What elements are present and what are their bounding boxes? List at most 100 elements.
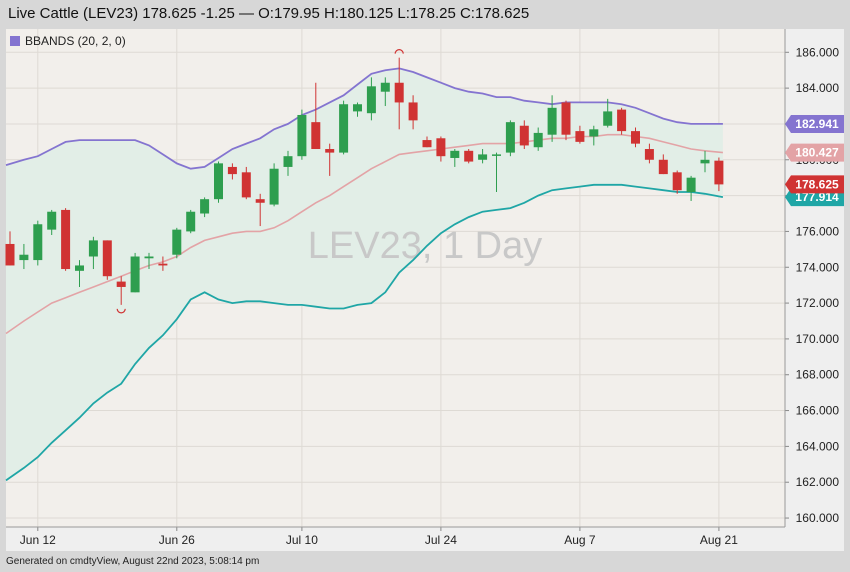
candle bbox=[561, 100, 571, 141]
candle bbox=[547, 95, 557, 142]
candle-body bbox=[617, 109, 627, 132]
candle-body bbox=[283, 156, 293, 167]
candle-body bbox=[631, 131, 640, 144]
price-tick-label: 172.000 bbox=[796, 296, 840, 310]
low-marker bbox=[116, 308, 126, 314]
candle bbox=[5, 231, 15, 266]
candle bbox=[492, 152, 501, 193]
candle-body bbox=[353, 104, 362, 112]
candle bbox=[700, 150, 710, 173]
footer-note: Generated on cmdtyView, August 22nd 2023… bbox=[6, 556, 260, 567]
price-tick-label: 170.000 bbox=[796, 332, 840, 346]
candle bbox=[464, 149, 474, 164]
last-value-text: 178.625 bbox=[795, 177, 839, 191]
candle-body bbox=[339, 104, 349, 153]
candle-body bbox=[492, 154, 501, 156]
candle bbox=[353, 102, 362, 117]
candle-body bbox=[464, 150, 474, 162]
candle bbox=[325, 143, 335, 176]
candle-body bbox=[33, 224, 43, 261]
candle-body bbox=[116, 281, 126, 287]
price-tick-label: 168.000 bbox=[796, 368, 840, 382]
candle-body bbox=[700, 159, 710, 164]
candle-body bbox=[589, 129, 599, 137]
last-value-middle: 180.427 bbox=[785, 143, 844, 162]
candle bbox=[311, 82, 321, 150]
time-tick-label: Jun 12 bbox=[20, 533, 56, 547]
candle bbox=[408, 95, 418, 130]
candle bbox=[116, 276, 126, 305]
price-tick-label: 174.000 bbox=[796, 260, 840, 274]
candle-body bbox=[241, 172, 251, 198]
candle-body bbox=[408, 102, 418, 121]
candle bbox=[589, 125, 599, 146]
candle bbox=[158, 256, 168, 271]
indicator-label: BBANDS (20, 2, 0) bbox=[25, 34, 126, 48]
last-value-text: 180.427 bbox=[795, 146, 839, 160]
candle bbox=[686, 175, 696, 201]
bollinger-upper-line bbox=[5, 67, 723, 170]
candle bbox=[19, 243, 29, 270]
candle-body bbox=[519, 125, 529, 146]
candle bbox=[200, 197, 210, 218]
candle bbox=[394, 57, 404, 130]
candle bbox=[88, 236, 98, 270]
candle bbox=[255, 193, 265, 227]
last-value-text: 177.914 bbox=[795, 190, 839, 204]
bollinger-lower-line bbox=[5, 183, 724, 482]
indicator-swatch bbox=[10, 36, 20, 46]
candle-body bbox=[366, 86, 376, 114]
last-value-upper: 182.941 bbox=[785, 114, 844, 133]
candle-body bbox=[380, 82, 390, 92]
candle-body bbox=[311, 122, 321, 150]
candle bbox=[380, 77, 390, 107]
candle bbox=[241, 166, 251, 200]
extreme-markers bbox=[116, 49, 404, 314]
candle-body bbox=[214, 163, 223, 200]
time-tick-label: Aug 21 bbox=[700, 533, 738, 547]
time-axis-background bbox=[6, 527, 785, 551]
candle bbox=[186, 209, 196, 234]
candle-body bbox=[47, 211, 57, 230]
candle-body bbox=[603, 111, 613, 126]
candle-body bbox=[575, 131, 585, 142]
candle-body bbox=[130, 256, 140, 293]
bollinger-middle-line bbox=[5, 133, 723, 335]
time-tick-label: Jul 10 bbox=[286, 533, 318, 547]
candle bbox=[519, 120, 529, 150]
candle-body bbox=[200, 199, 210, 214]
indicator-legend[interactable]: BBANDS (20, 2, 0) bbox=[10, 34, 126, 48]
candle-body bbox=[172, 229, 182, 255]
candle-body bbox=[714, 160, 724, 185]
candle-body bbox=[5, 243, 15, 266]
chart-watermark: LEV23, 1 Day bbox=[308, 225, 542, 267]
last-value-flag bbox=[785, 114, 844, 133]
candle bbox=[33, 220, 43, 266]
candle-body bbox=[255, 199, 265, 203]
candle-body bbox=[144, 256, 154, 259]
candle bbox=[102, 240, 112, 280]
candle bbox=[227, 163, 237, 180]
candle-body bbox=[450, 150, 460, 158]
candle-body bbox=[533, 132, 543, 148]
candle bbox=[283, 150, 293, 176]
time-tick-label: Jun 26 bbox=[159, 533, 195, 547]
last-value-flag bbox=[785, 175, 844, 194]
price-tick-label: 184.000 bbox=[796, 81, 840, 95]
candle-body bbox=[436, 138, 446, 157]
candle bbox=[644, 143, 654, 164]
time-axis[interactable]: Jun 12 Jun 26 Jul 10 Jul 24 Aug 7 Aug 21 bbox=[6, 526, 785, 547]
candle-body bbox=[88, 240, 98, 257]
candle-body bbox=[478, 154, 488, 160]
last-value-close: 178.625 bbox=[785, 175, 844, 194]
candle-body bbox=[269, 168, 279, 205]
candle-body bbox=[186, 211, 196, 232]
candle-body bbox=[19, 254, 29, 261]
price-tick-label: 162.000 bbox=[796, 475, 840, 489]
candle bbox=[61, 208, 71, 271]
candle-body bbox=[422, 140, 432, 148]
chart-header: Live Cattle (LEV23) 178.625 -1.25 — O:17… bbox=[0, 0, 850, 28]
candle bbox=[672, 170, 682, 194]
